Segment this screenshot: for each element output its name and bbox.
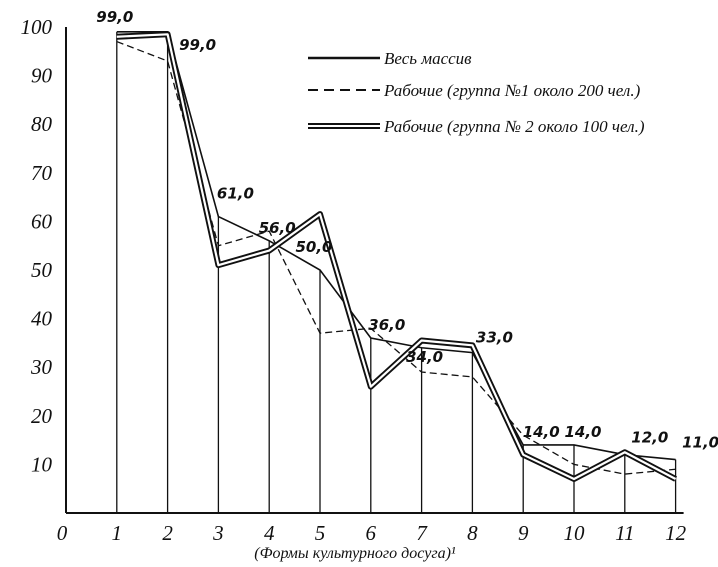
x-tick-label-10: 10 (564, 521, 586, 545)
data-label-4: 56,0 (259, 219, 296, 237)
legend-label-3: Рабочие (группа № 2 около 100 чел.) (383, 117, 645, 136)
y-tick-labels: 100 90 80 70 60 50 40 30 20 10 (21, 15, 53, 476)
x-tick-label-2: 2 (162, 521, 173, 545)
x-tick-label-1: 1 (112, 521, 123, 545)
data-label-2: 99,0 (179, 36, 216, 54)
series-line-3-outer (116, 31, 677, 482)
x-tick-label-6: 6 (366, 521, 377, 545)
data-label-3: 61,0 (217, 185, 254, 203)
x-tick-label-3: 3 (212, 521, 224, 545)
data-label-11: 12,0 (631, 429, 668, 447)
data-label-12: 11,0 (682, 434, 718, 452)
bar-columns (116, 31, 677, 513)
x-tick-label-9: 9 (518, 521, 529, 545)
series-line-2 (116, 40, 676, 475)
legend: Весь массив Рабочие (группа №1 около 200 … (308, 49, 645, 136)
data-label-5: 50,0 (295, 238, 332, 256)
x-tick-label-8: 8 (467, 521, 478, 545)
legend-label-1: Весь массив (384, 49, 472, 68)
series-line-3 (116, 31, 677, 482)
legend-swatch-3 (308, 123, 380, 129)
data-label-9: 14,0 (523, 423, 560, 441)
data-labels: 99,0 99,0 61,0 56,050,0 36,034,0 33,0 14,0 14,0… (96, 8, 718, 452)
series-line-3-inner (116, 33, 677, 481)
x-tick-label-0: 0 (57, 521, 68, 545)
x-tick-label-12: 12 (665, 521, 687, 545)
data-label-10: 14,0 (564, 423, 601, 441)
data-label-1: 99,0 (96, 8, 133, 26)
x-tick-label-11: 11 (615, 521, 634, 545)
data-label-7: 34,0 (406, 348, 443, 366)
y-tick-label-20: 20 (31, 404, 53, 428)
x-tick-label-7: 7 (416, 521, 428, 545)
y-tick-label-80: 80 (31, 112, 53, 136)
y-tick-label-60: 60 (31, 209, 53, 233)
y-tick-label-50: 50 (31, 258, 53, 282)
x-tick-label-5: 5 (315, 521, 326, 545)
y-tick-label-40: 40 (31, 307, 53, 331)
y-tick-label-10: 10 (31, 452, 53, 476)
data-label-8: 33,0 (476, 329, 513, 347)
chart-axes (65, 27, 684, 514)
y-tick-label-30: 30 (30, 355, 53, 379)
x-axis-label: (Формы культурного досуга)¹ (254, 545, 456, 562)
series-lines (116, 31, 677, 482)
series-line-1 (116, 31, 676, 461)
x-tick-labels: 0 1 2 3 4 5 6 7 8 9 10 11 12 (57, 521, 687, 545)
y-tick-label-100: 100 (21, 15, 53, 39)
y-tick-label-90: 90 (31, 64, 53, 88)
legend-label-2: Рабочие (группа №1 около 200 чел.) (383, 81, 641, 100)
x-tick-label-4: 4 (264, 521, 275, 545)
y-tick-label-70: 70 (31, 161, 53, 185)
data-label-6: 36,0 (368, 316, 405, 334)
